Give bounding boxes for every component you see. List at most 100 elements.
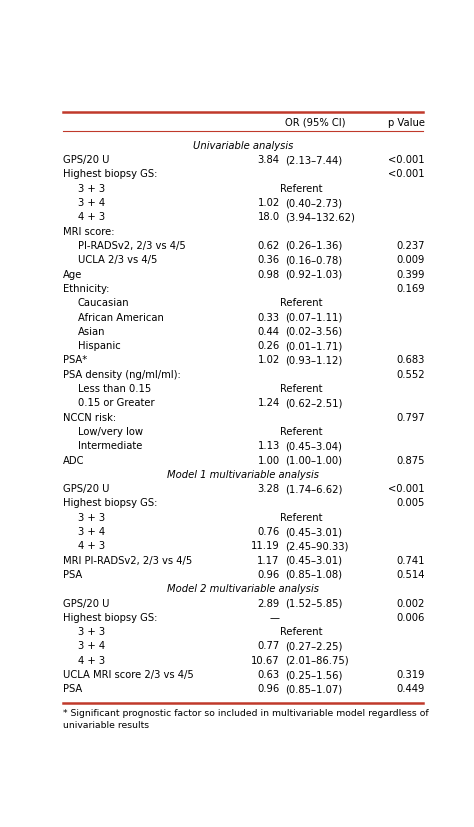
Text: <0.001: <0.001 xyxy=(388,484,425,495)
Text: 0.63: 0.63 xyxy=(257,670,280,680)
Text: MRI PI-RADSv2, 2/3 vs 4/5: MRI PI-RADSv2, 2/3 vs 4/5 xyxy=(63,556,192,566)
Text: Referent: Referent xyxy=(280,184,322,194)
Text: (0.92–1.03): (0.92–1.03) xyxy=(285,270,342,280)
Text: (2.45–90.33): (2.45–90.33) xyxy=(285,542,348,552)
Text: (1.00–1.00): (1.00–1.00) xyxy=(285,456,342,466)
Text: 0.36: 0.36 xyxy=(257,256,280,265)
Text: Model 2 multivariable analysis: Model 2 multivariable analysis xyxy=(167,584,319,595)
Text: 3.28: 3.28 xyxy=(257,484,280,495)
Text: 3.84: 3.84 xyxy=(258,155,280,165)
Text: OR (95% CI): OR (95% CI) xyxy=(285,117,346,128)
Text: 18.0: 18.0 xyxy=(257,213,280,222)
Text: (0.01–1.71): (0.01–1.71) xyxy=(285,341,342,351)
Text: African American: African American xyxy=(78,313,164,323)
Text: Age: Age xyxy=(63,270,82,280)
Text: 0.683: 0.683 xyxy=(396,356,425,366)
Text: (0.27–2.25): (0.27–2.25) xyxy=(285,642,343,652)
Text: <0.001: <0.001 xyxy=(388,155,425,165)
Text: 0.449: 0.449 xyxy=(396,685,425,695)
Text: 3 + 4: 3 + 4 xyxy=(78,642,105,652)
Text: (0.02–3.56): (0.02–3.56) xyxy=(285,327,342,337)
Text: 0.552: 0.552 xyxy=(396,370,425,380)
Text: 0.741: 0.741 xyxy=(396,556,425,566)
Text: 1.02: 1.02 xyxy=(257,198,280,208)
Text: (0.45–3.04): (0.45–3.04) xyxy=(285,442,342,452)
Text: (0.85–1.08): (0.85–1.08) xyxy=(285,570,342,580)
Text: —: — xyxy=(270,613,280,623)
Text: Low/very low: Low/very low xyxy=(78,427,143,437)
Text: GPS/20 U: GPS/20 U xyxy=(63,484,109,495)
Text: 0.77: 0.77 xyxy=(257,642,280,652)
Text: (0.62–2.51): (0.62–2.51) xyxy=(285,399,343,409)
Text: (2.01–86.75): (2.01–86.75) xyxy=(285,656,349,666)
Text: 0.006: 0.006 xyxy=(396,613,425,623)
Text: (0.25–1.56): (0.25–1.56) xyxy=(285,670,343,680)
Text: 0.15 or Greater: 0.15 or Greater xyxy=(78,399,154,409)
Text: 0.399: 0.399 xyxy=(396,270,425,280)
Text: Referent: Referent xyxy=(280,427,322,437)
Text: 3 + 3: 3 + 3 xyxy=(78,184,105,194)
Text: (3.94–132.62): (3.94–132.62) xyxy=(285,213,355,222)
Text: 4 + 3: 4 + 3 xyxy=(78,656,105,666)
Text: 11.19: 11.19 xyxy=(251,542,280,552)
Text: (0.07–1.11): (0.07–1.11) xyxy=(285,313,342,323)
Text: 3 + 3: 3 + 3 xyxy=(78,627,105,637)
Text: Univariable analysis: Univariable analysis xyxy=(193,141,293,151)
Text: (0.40–2.73): (0.40–2.73) xyxy=(285,198,342,208)
Text: 0.009: 0.009 xyxy=(396,256,425,265)
Text: 0.62: 0.62 xyxy=(257,241,280,251)
Text: (2.13–7.44): (2.13–7.44) xyxy=(285,155,342,165)
Text: PSA: PSA xyxy=(63,685,82,695)
Text: Highest biopsy GS:: Highest biopsy GS: xyxy=(63,613,157,623)
Text: (1.52–5.85): (1.52–5.85) xyxy=(285,599,343,609)
Text: 3 + 4: 3 + 4 xyxy=(78,527,105,537)
Text: GPS/20 U: GPS/20 U xyxy=(63,599,109,609)
Text: 0.319: 0.319 xyxy=(396,670,425,680)
Text: (0.45–3.01): (0.45–3.01) xyxy=(285,556,342,566)
Text: (0.26–1.36): (0.26–1.36) xyxy=(285,241,342,251)
Text: 0.96: 0.96 xyxy=(257,570,280,580)
Text: 0.44: 0.44 xyxy=(258,327,280,337)
Text: 1.13: 1.13 xyxy=(257,442,280,452)
Text: Referent: Referent xyxy=(280,513,322,523)
Text: PI-RADSv2, 2/3 vs 4/5: PI-RADSv2, 2/3 vs 4/5 xyxy=(78,241,185,251)
Text: 0.26: 0.26 xyxy=(257,341,280,351)
Text: 0.237: 0.237 xyxy=(396,241,425,251)
Text: GPS/20 U: GPS/20 U xyxy=(63,155,109,165)
Text: 0.98: 0.98 xyxy=(257,270,280,280)
Text: 0.96: 0.96 xyxy=(257,685,280,695)
Text: (0.93–1.12): (0.93–1.12) xyxy=(285,356,342,366)
Text: (1.74–6.62): (1.74–6.62) xyxy=(285,484,343,495)
Text: 0.514: 0.514 xyxy=(396,570,425,580)
Text: 0.76: 0.76 xyxy=(257,527,280,537)
Text: 0.169: 0.169 xyxy=(396,284,425,294)
Text: PSA density (ng/ml/ml):: PSA density (ng/ml/ml): xyxy=(63,370,181,380)
Text: 1.02: 1.02 xyxy=(257,356,280,366)
Text: UCLA MRI score 2/3 vs 4/5: UCLA MRI score 2/3 vs 4/5 xyxy=(63,670,194,680)
Text: MRI score:: MRI score: xyxy=(63,227,114,237)
Text: * Significant prognostic factor so included in multivariable model regardless of: * Significant prognostic factor so inclu… xyxy=(63,710,428,719)
Text: Referent: Referent xyxy=(280,384,322,394)
Text: Hispanic: Hispanic xyxy=(78,341,120,351)
Text: (0.45–3.01): (0.45–3.01) xyxy=(285,527,342,537)
Text: 0.002: 0.002 xyxy=(396,599,425,609)
Text: NCCN risk:: NCCN risk: xyxy=(63,413,116,423)
Text: Model 1 multivariable analysis: Model 1 multivariable analysis xyxy=(167,470,319,480)
Text: Asian: Asian xyxy=(78,327,105,337)
Text: 1.00: 1.00 xyxy=(257,456,280,466)
Text: 0.797: 0.797 xyxy=(396,413,425,423)
Text: UCLA 2/3 vs 4/5: UCLA 2/3 vs 4/5 xyxy=(78,256,157,265)
Text: Intermediate: Intermediate xyxy=(78,442,142,452)
Text: ADC: ADC xyxy=(63,456,84,466)
Text: Caucasian: Caucasian xyxy=(78,299,129,308)
Text: Referent: Referent xyxy=(280,627,322,637)
Text: 1.17: 1.17 xyxy=(257,556,280,566)
Text: 0.33: 0.33 xyxy=(258,313,280,323)
Text: (0.16–0.78): (0.16–0.78) xyxy=(285,256,342,265)
Text: Less than 0.15: Less than 0.15 xyxy=(78,384,151,394)
Text: p Value: p Value xyxy=(388,117,425,128)
Text: 3 + 4: 3 + 4 xyxy=(78,198,105,208)
Text: 0.005: 0.005 xyxy=(396,499,425,509)
Text: Ethnicity:: Ethnicity: xyxy=(63,284,109,294)
Text: PSA*: PSA* xyxy=(63,356,87,366)
